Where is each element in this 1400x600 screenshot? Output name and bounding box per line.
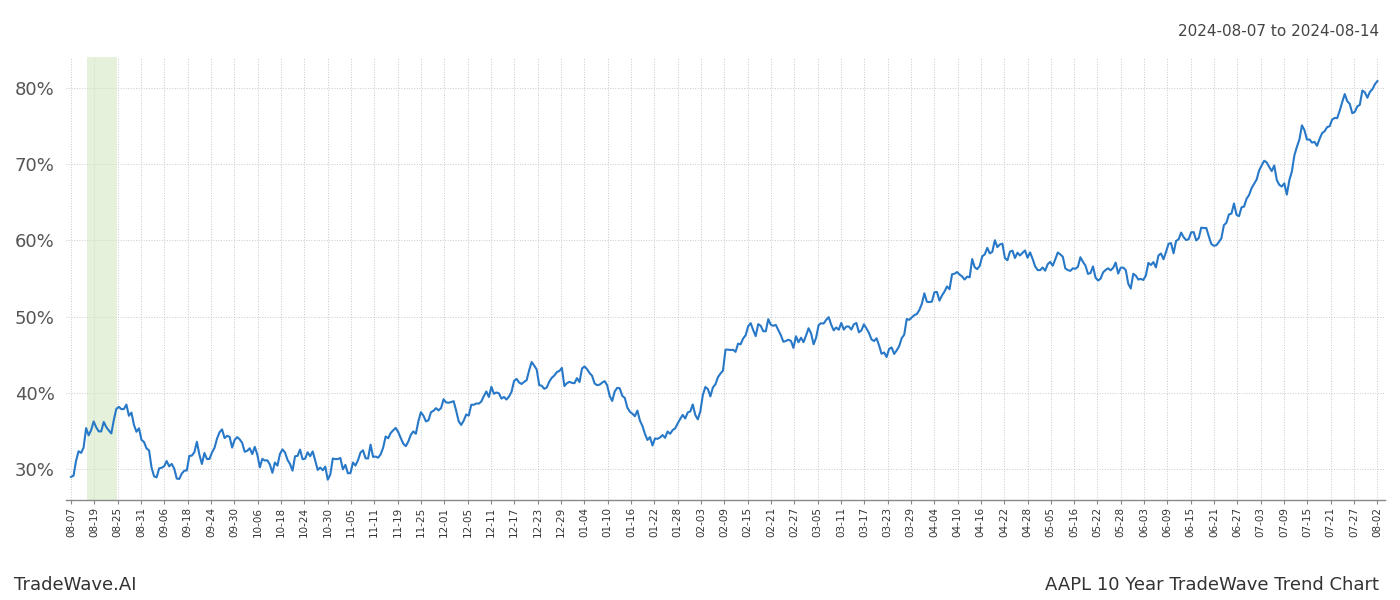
Text: 2024-08-07 to 2024-08-14: 2024-08-07 to 2024-08-14 [1177,24,1379,39]
Text: AAPL 10 Year TradeWave Trend Chart: AAPL 10 Year TradeWave Trend Chart [1044,576,1379,594]
Text: TradeWave.AI: TradeWave.AI [14,576,137,594]
Bar [87,57,116,500]
